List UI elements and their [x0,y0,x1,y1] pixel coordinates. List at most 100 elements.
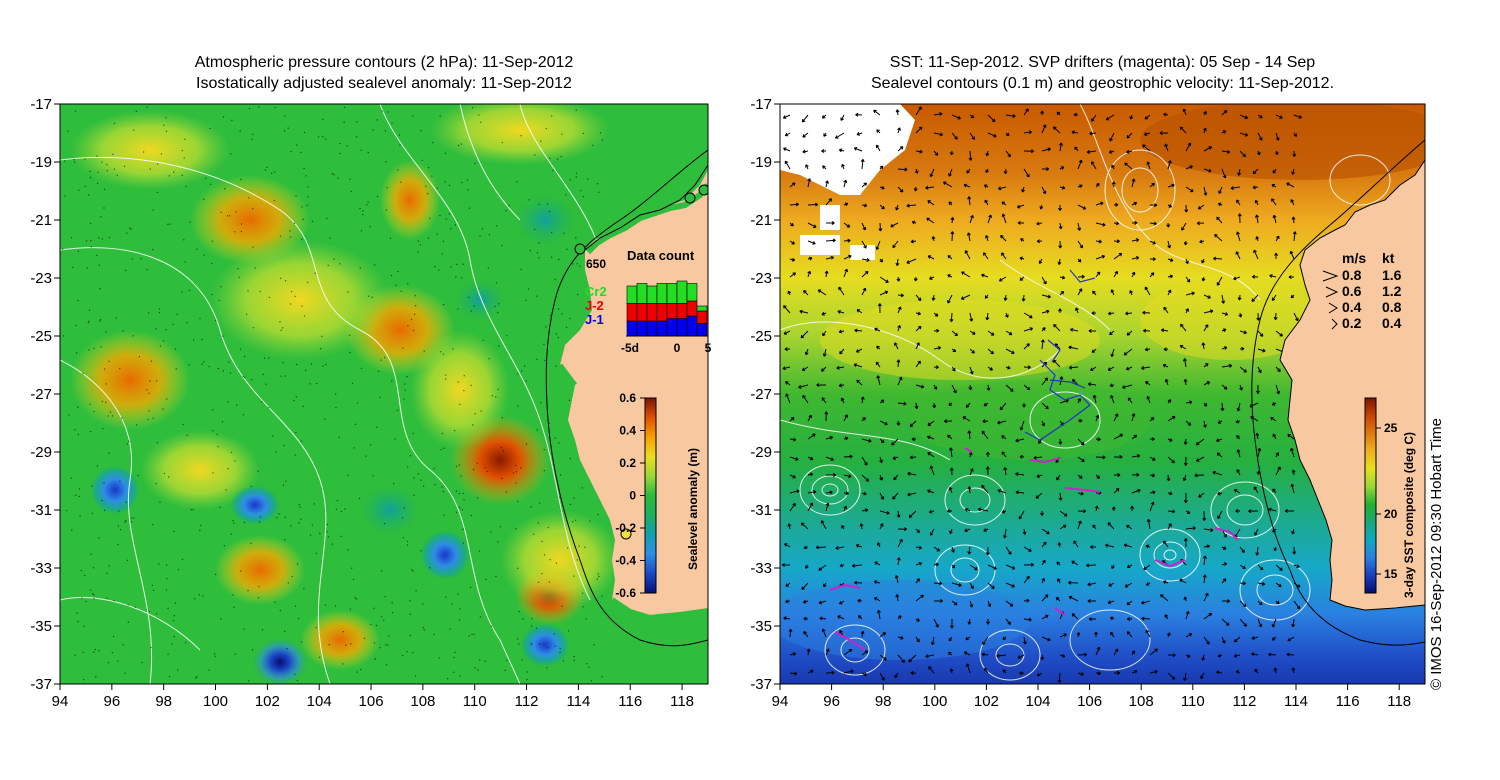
left-xtick-label: 102 [255,693,280,710]
data-count-bar-j2 [696,310,708,324]
velocity-legend-kt: 1.6 [1382,267,1402,283]
data-count-bar-j1 [656,320,668,337]
left-xtick-label: 100 [203,693,228,710]
sealevel-colorbar-tick: 0.2 [619,456,636,470]
left-xtick-label: 94 [52,693,69,710]
velocity-legend-kt: 0.8 [1382,299,1402,315]
svp-drifter-tracks-blue [1024,269,1096,441]
right-xtick-label: 114 [1284,693,1308,710]
geostrophic-velocity-arrows [781,106,1302,683]
left-xtick-label: 118 [670,693,694,710]
left-xtick-label: 112 [515,693,539,710]
left-map: 650 [60,104,708,684]
left-title-line2: Isostatically adjusted sealevel anomaly:… [196,75,572,92]
left-ytick-label: -19 [30,154,52,171]
sst-colorbar-tick: 20 [1384,507,1398,521]
velocity-legend-ms: 0.4 [1342,299,1362,315]
right-xtick-label: 96 [823,693,840,710]
tide-gauge-markers [574,184,708,540]
right-ytick-label: -33 [750,560,772,577]
data-count-bar-j2 [646,303,658,322]
data-count-legend-j-1: J-1 [585,312,604,327]
pressure-contours [60,104,601,684]
data-count-bar-j1 [636,320,648,337]
sealevel-colorbar: 0.6 0.4 0.2 0 -0.2 -0.4 -0.6 Sealevel anomaly … [615,391,700,600]
data-count-bar-j2 [686,300,698,317]
data-count-xtick: 0 [674,341,681,355]
left-xtick-label: 104 [307,693,332,710]
sealevel-colorbar-ticks: 0.6 0.4 0.2 0 -0.2 -0.4 -0.6 [615,391,645,600]
right-ytick-label: -31 [750,502,772,519]
velocity-legend-ms: 0.2 [1342,315,1362,331]
sst-colorbar-tick: 15 [1384,567,1398,581]
data-count-bar-j1 [686,315,698,337]
velocity-legend-rows: 0.8 1.60.6 1.20.4 0.80.2 0.4 [1322,267,1402,331]
left-ytick-label: -25 [30,328,52,345]
right-xtick-label: 104 [1025,693,1050,710]
right-xtick-label: 116 [1336,693,1360,710]
data-count-title: Data count [627,248,695,263]
right-ytick-label: -21 [750,212,772,229]
velocity-legend-arrow [1328,302,1338,314]
land-australia-right [1251,139,1425,646]
left-xtick-label: 108 [410,693,435,710]
right-ytick-label: -17 [750,96,772,113]
left-xtick-label: 110 [463,693,487,710]
left-xtick-label: 114 [566,693,590,710]
data-count-bar-cr2 [686,283,698,302]
velocity-legend-header-ms: m/s [1342,250,1366,266]
data-count-bar-j1 [646,320,658,337]
velocity-legend-arrow [1322,270,1339,282]
velocity-legend-arrow [1325,286,1339,298]
sealevel-colorbar-tick: 0 [629,489,636,503]
right-title-line1: SST: 11-Sep-2012. SVP drifters (magenta)… [889,54,1316,71]
right-xtick-label: 100 [922,693,947,710]
right-ytick-label: -19 [750,154,772,171]
data-count-bar-cr2 [656,283,668,304]
velocity-legend-ms: 0.8 [1342,267,1362,283]
right-ytick-label: -29 [750,444,772,461]
imos-credit: © IMOS 16-Sep-2012 09:30 Hobart Time [1428,417,1445,690]
data-count-bar-j2 [636,303,648,322]
left-xtick-label: 106 [359,693,384,710]
data-count-bar-j2 [676,303,688,319]
data-count-bar-j1 [696,323,708,337]
data-count-bar-j2 [656,303,668,322]
left-xtick-label: 98 [155,693,172,710]
right-ytick-label: -27 [750,386,772,403]
right-ytick-label: -23 [750,270,772,287]
svp-drifter-tracks [829,447,1239,651]
right-panel-title: SST: 11-Sep-2012. SVP drifters (magenta)… [780,52,1425,94]
data-count-bar-cr2 [676,280,688,304]
right-xtick-label: 102 [974,693,999,710]
data-count-bar-cr2 [646,285,658,304]
data-count-bar-j1 [626,320,638,337]
data-count-bar-j2 [626,303,638,322]
sst-colorbar: 25 20 15 3-day SST composite (deg C) [1364,397,1416,598]
left-ytick-label: -37 [30,676,52,693]
left-ytick-label: -29 [30,444,52,461]
velocity-legend-arrow [1331,318,1338,330]
left-xtick-label: 96 [103,693,120,710]
right-xtick-label: 110 [1181,693,1205,710]
left-ytick-label: -21 [30,212,52,229]
sealevel-anomaly-field [70,104,620,684]
left-xtick-label: 116 [618,693,642,710]
velocity-legend-header-kt: kt [1382,250,1395,266]
right-xtick-label: 112 [1232,693,1256,710]
right-xtick-label: 98 [875,693,892,710]
velocity-legend: m/s kt 0.8 1.60.6 1.20.4 0.80.2 0.4 [1322,250,1402,331]
sealevel-contours [780,104,1391,681]
left-ytick-label: -23 [30,270,52,287]
data-count-bar-cr2 [636,283,648,304]
sst-colorbar-ticks: 25 20 15 [1376,421,1398,581]
cloud-mask [780,104,915,260]
data-count-bar-j1 [666,318,678,337]
right-ytick-label: -37 [750,676,772,693]
right-xtick-label: 106 [1077,693,1102,710]
data-count-legend-cr2: Cr2 [585,284,607,299]
data-count-bars [626,280,708,337]
